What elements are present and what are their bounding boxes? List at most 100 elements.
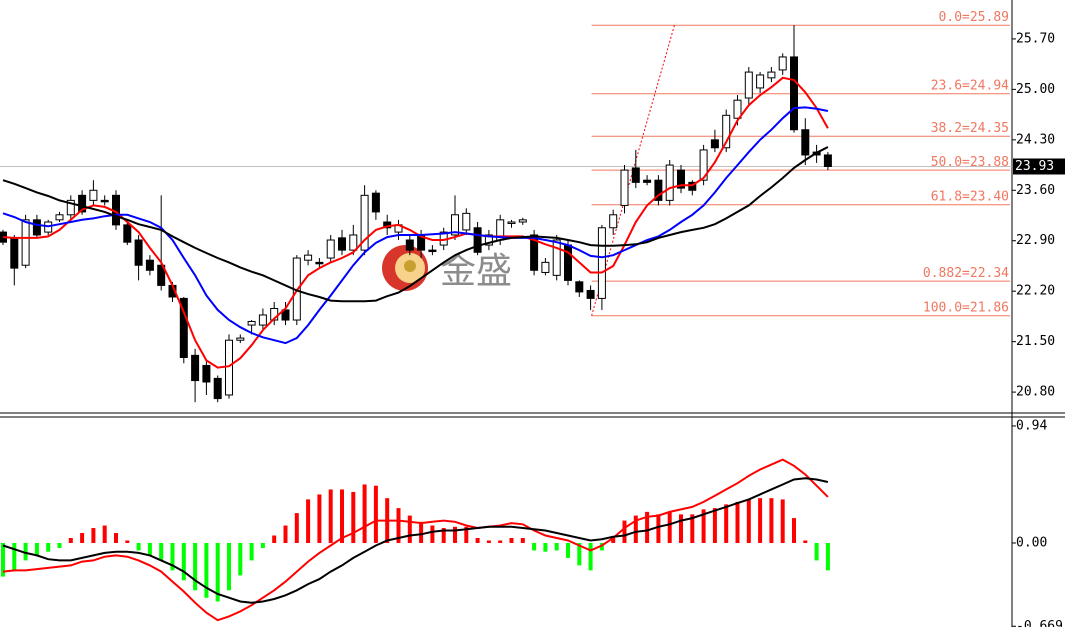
candle-body xyxy=(575,281,584,293)
histogram-bar xyxy=(667,511,672,543)
candle-body xyxy=(315,261,324,265)
candle-body xyxy=(643,179,652,183)
histogram-bar xyxy=(543,542,548,552)
y-tick-label: 25.00 xyxy=(1016,82,1055,97)
candle-body xyxy=(157,264,166,286)
histogram-bar xyxy=(1,542,5,577)
candle-body xyxy=(258,314,267,326)
candle-body xyxy=(89,189,98,201)
histogram-bar xyxy=(147,542,152,556)
last-price-tag xyxy=(1013,158,1065,175)
candle-body xyxy=(631,167,640,183)
fib-label: 0.882=22.34 xyxy=(923,266,1009,281)
histogram-bar xyxy=(362,484,367,543)
logo-dot xyxy=(404,260,416,272)
histogram-bar xyxy=(486,540,491,543)
y-tick-label: 21.50 xyxy=(1016,334,1055,349)
histogram-bar xyxy=(588,542,593,571)
histogram-bar xyxy=(453,526,457,543)
histogram-bar xyxy=(509,537,514,543)
histogram-bar xyxy=(249,542,254,561)
histogram-bar xyxy=(712,508,717,543)
candle-body xyxy=(134,239,143,266)
y-tick-label: 24.30 xyxy=(1016,132,1055,147)
candle-body xyxy=(304,254,313,261)
histogram-bar xyxy=(283,525,288,543)
histogram-bar xyxy=(498,540,503,543)
histogram-bar xyxy=(690,514,695,543)
histogram-bar xyxy=(769,498,774,543)
fib-label: 38.2=24.35 xyxy=(931,121,1009,136)
histogram-bar xyxy=(294,513,299,543)
candle-body xyxy=(247,320,256,326)
histogram-bar xyxy=(136,542,141,551)
histogram-bar xyxy=(317,494,322,543)
candle-body xyxy=(801,129,810,156)
histogram-bar xyxy=(430,525,435,543)
candle-body xyxy=(722,114,731,149)
histogram-bar xyxy=(599,542,604,551)
candle-body xyxy=(541,261,550,273)
histogram-bar xyxy=(193,542,198,591)
candle-body xyxy=(66,199,75,216)
histogram-bar xyxy=(554,542,559,551)
candle-body xyxy=(710,139,719,149)
histogram-bar xyxy=(792,518,796,543)
fib-label: 23.6=24.94 xyxy=(931,79,1009,94)
candle-body xyxy=(123,224,132,243)
histogram-bar xyxy=(825,542,830,571)
histogram-bar xyxy=(260,542,265,548)
histogram-bar xyxy=(814,542,819,561)
candle-body xyxy=(473,227,482,253)
candle-body xyxy=(236,337,245,341)
histogram-bar xyxy=(102,525,107,543)
candle-body xyxy=(756,74,765,89)
indicator-line xyxy=(2,146,829,303)
histogram-bar xyxy=(758,498,763,543)
histogram-bar xyxy=(724,504,729,543)
fib-label: 61.8=23.40 xyxy=(931,190,1009,205)
histogram-bar xyxy=(633,515,638,543)
fib-label: 50.0=23.88 xyxy=(931,155,1009,170)
candle-body xyxy=(360,194,369,251)
histogram-bar xyxy=(204,542,209,598)
histogram-bar xyxy=(577,542,582,566)
candle-body xyxy=(609,214,618,229)
candle-body xyxy=(371,192,380,213)
histogram-bar xyxy=(57,542,62,548)
candle-body xyxy=(191,354,200,382)
candle-body xyxy=(484,234,493,246)
candle-body xyxy=(405,239,414,251)
candle-body xyxy=(823,154,832,167)
indicator-line xyxy=(2,106,829,345)
candle-body xyxy=(654,179,663,201)
candle-body xyxy=(733,99,742,119)
histogram-bar xyxy=(46,542,51,552)
histogram-bar xyxy=(91,528,96,543)
histogram-bar xyxy=(407,515,412,543)
histogram-bar xyxy=(803,540,808,543)
candle-body xyxy=(100,199,109,203)
candle-body xyxy=(451,214,459,236)
histogram-bar xyxy=(306,499,311,543)
candle-body xyxy=(552,239,561,276)
histogram-bar xyxy=(622,520,627,543)
candle-body xyxy=(507,221,516,224)
candle-body xyxy=(428,249,437,253)
histogram-bar xyxy=(272,535,277,543)
candle-body xyxy=(10,237,19,269)
candle-body xyxy=(55,214,64,221)
candle-body xyxy=(281,309,290,321)
histogram-bar xyxy=(746,499,751,543)
candle-body xyxy=(699,149,708,181)
candle-body xyxy=(349,234,358,251)
candle-body xyxy=(597,227,606,299)
candle-body xyxy=(744,71,753,99)
candle-body xyxy=(688,181,697,191)
histogram-bar xyxy=(611,537,616,543)
histogram-bar xyxy=(656,514,661,543)
histogram-bar xyxy=(238,542,243,576)
y-tick-label: -0.669 xyxy=(1016,619,1063,627)
